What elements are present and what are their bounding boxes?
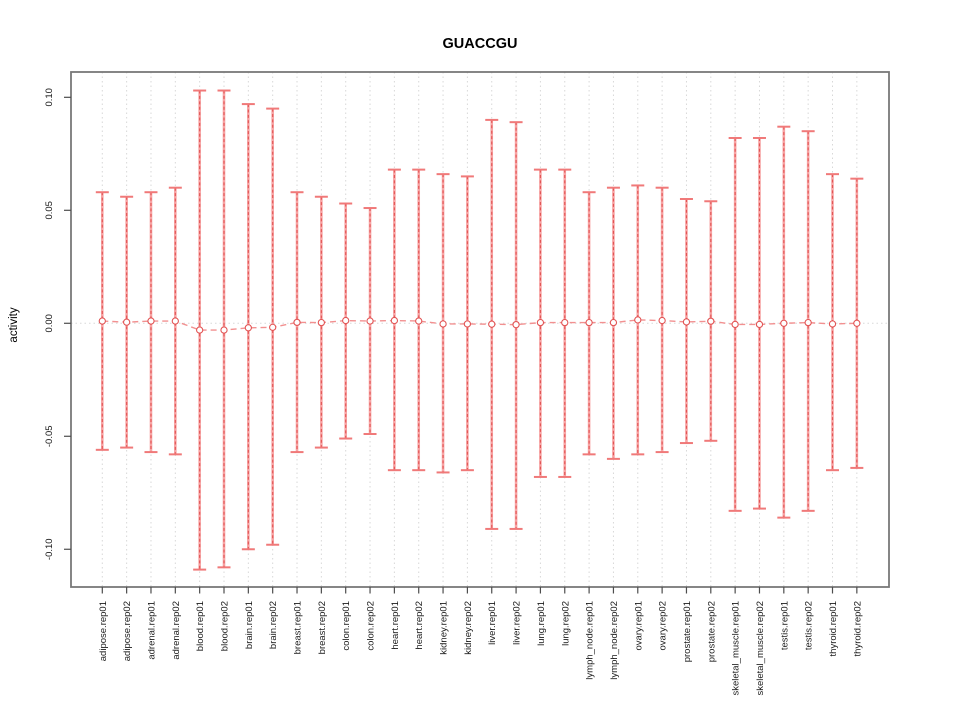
x-tick-label: lymph_node.rep01	[585, 601, 596, 680]
plot-frame	[70, 71, 890, 588]
y-tick-label: 0.10	[44, 88, 55, 107]
data-point-marker	[658, 316, 666, 325]
data-point-marker	[390, 316, 399, 325]
data-point-marker	[804, 318, 812, 327]
x-tick-label: testis.rep02	[804, 601, 815, 650]
data-point-marker	[269, 323, 277, 332]
data-point-marker	[634, 316, 642, 324]
data-point-marker	[171, 317, 179, 325]
x-tick-label: lung.rep02	[560, 601, 571, 646]
x-tick-label: adipose.rep01	[98, 601, 109, 661]
x-tick-label: testis.rep01	[779, 601, 790, 650]
data-point-marker	[366, 317, 374, 325]
data-point-marker	[488, 320, 496, 328]
x-tick-label: ovary.rep02	[658, 601, 669, 650]
x-tick-label: heart.rep02	[414, 601, 425, 650]
x-tick-label: brain.rep02	[268, 601, 279, 649]
data-point-marker	[780, 319, 788, 327]
data-point-marker	[220, 326, 228, 334]
data-point-marker	[561, 318, 569, 327]
data-point-marker	[609, 318, 618, 327]
data-point-marker	[682, 318, 691, 326]
x-tick-label: thyroid.rep02	[852, 601, 863, 656]
y-tick-label: -0.05	[44, 425, 55, 447]
y-tick-label: 0.00	[44, 314, 55, 333]
data-point-marker	[342, 316, 350, 325]
x-tick-label: blood.rep01	[195, 601, 206, 651]
data-point-marker	[828, 320, 837, 328]
x-tick-label: adrenal.rep01	[146, 601, 157, 660]
data-point-marker	[439, 320, 447, 328]
data-point-marker	[196, 326, 204, 334]
x-tick-label: ovary.rep01	[633, 601, 644, 650]
x-tick-label: prostate.rep01	[682, 601, 693, 662]
x-tick-label: adrenal.rep02	[171, 601, 182, 660]
x-tick-label: colon.rep01	[341, 601, 352, 651]
data-point-marker	[244, 324, 252, 332]
x-tick-label: colon.rep02	[366, 601, 377, 651]
data-point-marker	[512, 320, 520, 329]
data-point-marker	[755, 320, 764, 329]
x-tick-label: liver.rep01	[487, 601, 498, 645]
x-tick-label: kidney.rep01	[439, 601, 450, 655]
data-point-marker	[707, 317, 715, 325]
data-point-marker	[853, 319, 861, 327]
data-point-marker	[147, 317, 155, 325]
data-point-marker	[536, 318, 545, 327]
x-tick-label: adipose.rep02	[122, 601, 133, 661]
y-tick-label: -0.10	[44, 538, 55, 560]
data-point-marker	[585, 318, 593, 327]
x-tick-label: lymph_node.rep02	[609, 601, 620, 680]
x-tick-label: breast.rep01	[293, 601, 304, 654]
x-tick-label: kidney.rep02	[463, 601, 474, 655]
data-point-marker	[731, 320, 739, 329]
x-tick-label: heart.rep01	[390, 601, 401, 650]
data-point-marker	[415, 317, 423, 325]
data-point-marker	[98, 317, 106, 325]
x-tick-label: thyroid.rep01	[828, 601, 839, 656]
x-tick-label: lung.rep01	[536, 601, 547, 646]
x-tick-label: breast.rep02	[317, 601, 328, 654]
x-tick-label: skeletal_muscle.rep01	[731, 601, 742, 696]
x-tick-label: skeletal_muscle.rep02	[755, 601, 766, 696]
x-tick-label: brain.rep01	[244, 601, 255, 649]
data-point-marker	[317, 318, 326, 327]
x-tick-label: prostate.rep02	[706, 601, 717, 662]
chart-title: GUACCGU	[442, 36, 518, 52]
data-point-marker	[122, 318, 131, 326]
data-point-marker	[463, 320, 472, 328]
mean-connector-line	[102, 319, 857, 331]
x-tick-label: blood.rep02	[220, 601, 231, 651]
y-tick-label: 0.05	[44, 201, 55, 220]
x-tick-label: liver.rep02	[512, 601, 523, 645]
data-point-marker	[293, 318, 301, 327]
